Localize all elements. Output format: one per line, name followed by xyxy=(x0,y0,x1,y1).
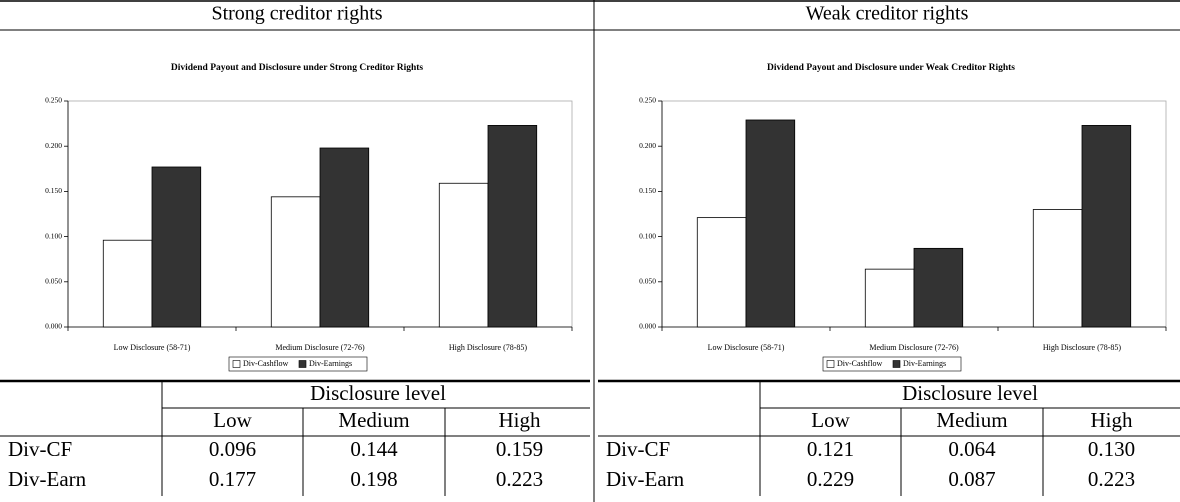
bar xyxy=(1032,209,1083,328)
y-tick-label: 0.250 xyxy=(639,96,656,105)
legend-label: Div-Earnings xyxy=(903,359,946,368)
legend-box xyxy=(822,356,962,372)
y-tick-label: 0.050 xyxy=(45,277,62,286)
legend-swatch xyxy=(232,360,241,368)
legend-label: Div-Earnings xyxy=(309,359,352,368)
y-tick-label: 0.200 xyxy=(45,141,62,150)
y-tick-label: 0.050 xyxy=(639,277,656,286)
chart-title: Dividend Payout and Disclosure under Wea… xyxy=(767,63,1015,73)
table-column-header: Low xyxy=(213,408,252,432)
y-tick-label: 0.250 xyxy=(45,96,62,105)
table-column-header: Low xyxy=(811,408,850,432)
table-row-label: Div-Earn xyxy=(8,467,87,491)
table-cell: 0.223 xyxy=(496,467,543,491)
table-cell: 0.198 xyxy=(350,467,397,491)
bar xyxy=(1081,125,1132,328)
legend-swatch xyxy=(298,360,307,368)
legend-label: Div-Cashflow xyxy=(837,359,883,368)
bar xyxy=(270,196,321,328)
table-cell: 0.064 xyxy=(948,437,996,461)
table-cell: 0.223 xyxy=(1088,467,1135,491)
y-tick-label: 0.150 xyxy=(45,186,62,195)
panel-heading: Strong creditor rights xyxy=(211,3,382,25)
legend-swatch xyxy=(892,360,901,368)
table-group-header: Disclosure level xyxy=(902,381,1038,405)
y-tick-label: 0.000 xyxy=(45,322,62,331)
table-cell: 0.121 xyxy=(807,437,854,461)
table-row-label: Div-Earn xyxy=(606,467,685,491)
y-tick-label: 0.150 xyxy=(639,186,656,195)
bar xyxy=(319,147,370,328)
bar xyxy=(102,239,153,328)
bar xyxy=(745,119,796,328)
x-tick-label: High Disclosure (78-85) xyxy=(449,343,528,352)
table-cell: 0.177 xyxy=(209,467,256,491)
legend-swatch xyxy=(826,360,835,368)
y-tick-label: 0.200 xyxy=(639,141,656,150)
table-column-header: High xyxy=(499,408,542,432)
table-cell: 0.144 xyxy=(350,437,398,461)
legend-label: Div-Cashflow xyxy=(243,359,289,368)
bar xyxy=(487,125,538,328)
table-cell: 0.130 xyxy=(1088,437,1135,461)
y-tick-label: 0.100 xyxy=(639,231,656,240)
table-cell: 0.087 xyxy=(948,467,995,491)
table-cell: 0.229 xyxy=(807,467,854,491)
x-tick-label: Low Disclosure (58-71) xyxy=(114,343,191,352)
table-row-label: Div-CF xyxy=(8,437,72,461)
table-column-header: Medium xyxy=(338,408,409,432)
chart-title: Dividend Payout and Disclosure under Str… xyxy=(171,63,424,73)
bar xyxy=(864,268,915,328)
table-row-label: Div-CF xyxy=(606,437,670,461)
x-tick-label: Low Disclosure (58-71) xyxy=(708,343,785,352)
bar xyxy=(913,247,964,328)
table-column-header: High xyxy=(1091,408,1134,432)
panel-heading: Weak creditor rights xyxy=(806,3,969,25)
table-cell: 0.159 xyxy=(496,437,543,461)
x-tick-label: Medium Disclosure (72-76) xyxy=(869,343,959,352)
table-group-header: Disclosure level xyxy=(310,381,446,405)
x-tick-label: Medium Disclosure (72-76) xyxy=(275,343,365,352)
table-column-header: Medium xyxy=(936,408,1007,432)
y-tick-label: 0.000 xyxy=(639,322,656,331)
x-tick-label: High Disclosure (78-85) xyxy=(1043,343,1122,352)
table-cell: 0.096 xyxy=(209,437,256,461)
bar xyxy=(438,182,489,328)
y-tick-label: 0.100 xyxy=(45,231,62,240)
bar xyxy=(151,166,202,328)
legend-box xyxy=(228,356,368,372)
bar xyxy=(696,217,747,328)
